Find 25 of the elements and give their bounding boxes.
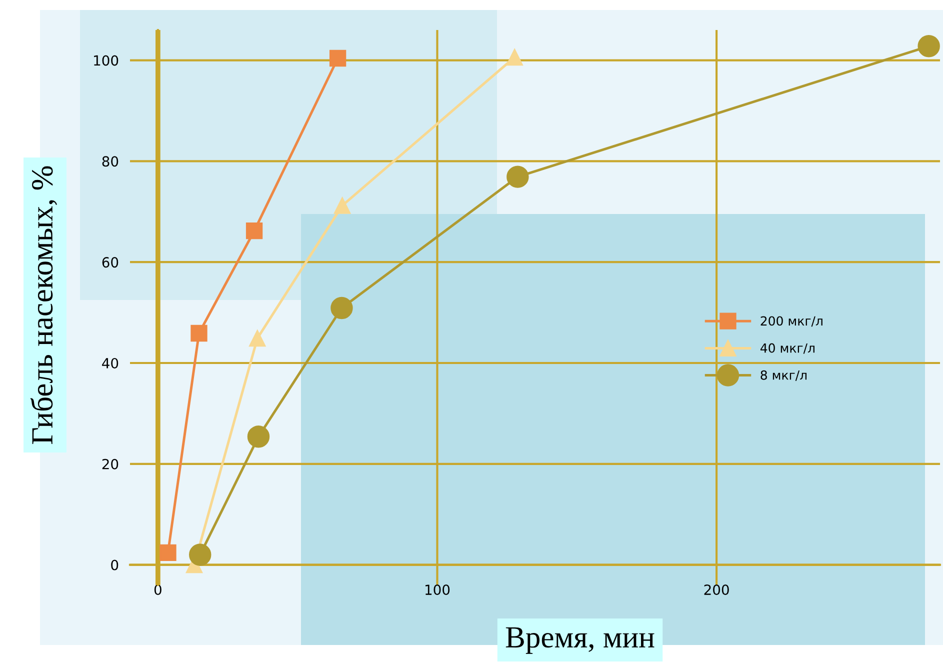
point <box>188 544 212 566</box>
point <box>506 166 529 188</box>
point <box>160 544 176 562</box>
legend-label: 8 мкг/л <box>760 370 807 381</box>
point <box>249 330 266 347</box>
point <box>190 324 208 342</box>
point <box>247 426 270 448</box>
y-tick-label: 0 <box>111 560 118 570</box>
point <box>506 48 523 66</box>
y-tick-label: 40 <box>102 358 118 368</box>
x-tick-label: 200 <box>704 584 729 596</box>
point <box>334 197 351 214</box>
y-tick-label: 80 <box>102 156 118 167</box>
legend-label: 200 мкг/л <box>760 316 822 327</box>
legend-label: 40 мкг/л <box>760 343 814 354</box>
point <box>330 296 353 320</box>
point <box>918 35 940 58</box>
point <box>329 50 346 67</box>
x-tick-label: 100 <box>426 584 450 596</box>
y-tick-label: 60 <box>102 257 118 268</box>
point <box>246 222 263 240</box>
y-tick-label: 20 <box>102 458 118 470</box>
y-axis-title: Гибель насекомых, % <box>30 166 58 444</box>
y-tick-label: 100 <box>94 55 118 66</box>
x-axis-title: Время, мин <box>506 627 654 654</box>
